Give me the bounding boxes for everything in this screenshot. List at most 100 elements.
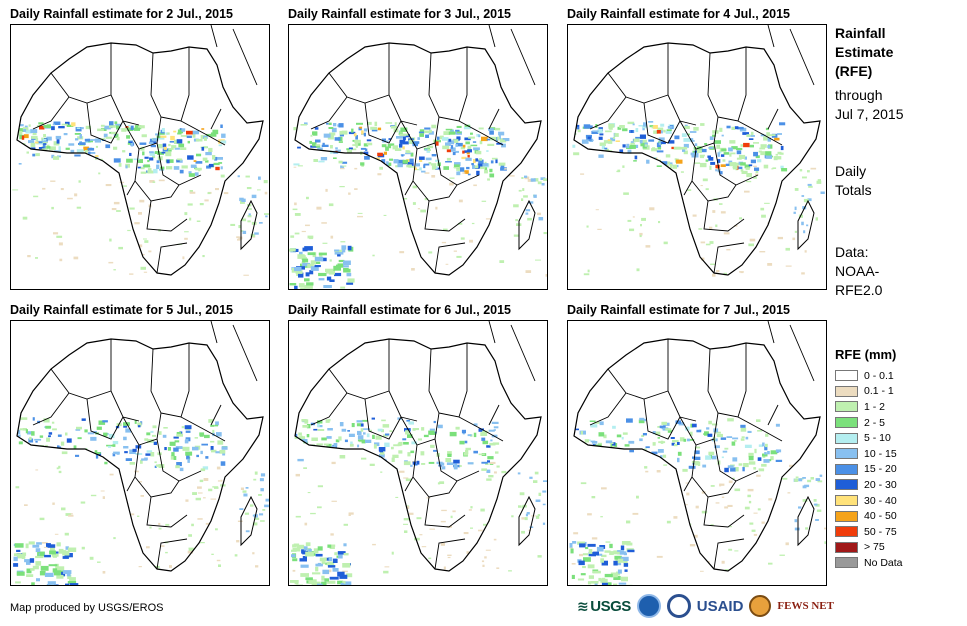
country-border: [683, 180, 693, 196]
madagascar-outline: [518, 495, 536, 547]
country-border: [110, 339, 140, 422]
rainfall-map: [567, 320, 827, 586]
country-border: [667, 43, 697, 126]
through-line: Jul 7, 2015: [835, 106, 904, 122]
country-border: [683, 476, 693, 492]
map-title: Rainfall Estimate (RFE): [835, 24, 893, 81]
country-border: [679, 412, 719, 446]
legend-item: No Data: [835, 555, 903, 571]
country-border: [717, 343, 747, 418]
wave-icon: ≋: [577, 597, 589, 614]
legend-item: 0.1 - 1: [835, 384, 903, 400]
country-border: [713, 438, 759, 482]
country-border: [210, 108, 222, 130]
ocean-rain-layer: [12, 121, 269, 276]
country-border: [160, 343, 190, 418]
legend-label: 0 - 0.1: [864, 369, 894, 382]
legend-item: 1 - 2: [835, 399, 903, 415]
country-border: [424, 200, 466, 232]
rainfall-map: [10, 320, 270, 586]
panel-title: Daily Rainfall estimate for 3 Jul., 2015: [288, 7, 512, 21]
country-border: [488, 404, 500, 426]
country-border: [146, 200, 188, 232]
country-border: [434, 538, 466, 570]
land-rain-layer: [295, 121, 541, 275]
country-border: [404, 180, 414, 196]
africa-map: [572, 25, 825, 277]
legend-items: 0 - 0.1 0.1 - 1 1 - 2 2 - 5 5 - 10 10 - 15 15 …: [835, 368, 903, 571]
madagascar-outline: [240, 495, 258, 547]
country-border: [122, 412, 162, 446]
middle-east-coast: [488, 321, 536, 382]
through-date: through Jul 7, 2015: [835, 86, 904, 124]
title-line: (RFE): [835, 63, 873, 79]
country-border: [667, 339, 697, 422]
legend-item: 50 - 75: [835, 524, 903, 540]
legend-label: 15 - 20: [864, 463, 897, 476]
totals-line: Totals: [835, 182, 872, 198]
panel-title: Daily Rainfall estimate for 5 Jul., 2015: [10, 303, 234, 317]
legend-swatch: [835, 557, 858, 569]
noaa-logo-icon: [636, 594, 661, 618]
country-border: [488, 108, 500, 130]
madagascar-outline: [797, 495, 815, 547]
ocean-rain-layer: [289, 417, 547, 585]
country-border: [328, 368, 390, 400]
country-border: [156, 438, 202, 482]
country-border: [767, 404, 779, 426]
totals-line: Daily: [835, 163, 867, 179]
country-border: [32, 392, 70, 426]
country-border: [150, 52, 162, 118]
legend-item: 30 - 40: [835, 493, 903, 509]
legend-swatch: [835, 401, 858, 413]
country-border: [767, 108, 779, 130]
legend-swatch: [835, 510, 858, 522]
agency-logos: ≋ USGS USAID FEWS NET: [577, 594, 834, 618]
country-border: [86, 102, 124, 144]
africa-map: [289, 321, 547, 585]
legend-swatch: [835, 541, 858, 553]
country-border: [713, 538, 745, 570]
legend-item: 15 - 20: [835, 462, 903, 478]
legend-swatch: [835, 526, 858, 538]
country-border: [122, 116, 162, 150]
middle-east-coast: [210, 321, 258, 382]
legend-label: 50 - 75: [864, 525, 897, 538]
coastline: [573, 338, 821, 572]
country-border: [434, 142, 480, 186]
legend-item: > 75: [835, 540, 903, 556]
rainfall-panel: Daily Rainfall estimate for 5 Jul., 2015: [10, 302, 270, 586]
legend-label: 30 - 40: [864, 494, 897, 507]
legend-swatch: [835, 463, 858, 475]
legend-label: 5 - 10: [864, 432, 891, 445]
country-border: [707, 52, 719, 118]
country-border: [126, 476, 136, 492]
africa-map: [569, 321, 826, 585]
country-border: [643, 102, 681, 144]
data-line: NOAA-: [835, 263, 880, 279]
rainfall-panel: Daily Rainfall estimate for 7 Jul., 2015: [567, 302, 827, 586]
legend-item: 40 - 50: [835, 508, 903, 524]
country-border: [150, 348, 162, 414]
data-line: Data:: [835, 244, 869, 260]
rainfall-map: [567, 24, 827, 290]
rainfall-panel: Daily Rainfall estimate for 3 Jul., 2015: [288, 6, 548, 290]
fews-net-logo-text: FEWS NET: [777, 600, 834, 612]
legend-label: 2 - 5: [864, 416, 886, 429]
country-border: [180, 416, 226, 442]
usgs-logo-text: USGS: [590, 597, 631, 615]
legend-swatch: [835, 479, 858, 491]
madagascar-outline: [518, 199, 536, 251]
legend-swatch: [835, 432, 858, 444]
country-border: [607, 368, 669, 400]
legend-swatch: [835, 417, 858, 429]
country-border: [589, 392, 627, 426]
country-border: [50, 368, 112, 400]
country-border: [210, 404, 222, 426]
usaid-logo-text: USAID: [696, 597, 744, 615]
legend-swatch: [835, 385, 858, 397]
panel-title: Daily Rainfall estimate for 7 Jul., 2015: [567, 303, 791, 317]
rainfall-panel: Daily Rainfall estimate for 6 Jul., 2015: [288, 302, 548, 586]
country-border: [438, 343, 468, 418]
country-border: [156, 538, 188, 570]
